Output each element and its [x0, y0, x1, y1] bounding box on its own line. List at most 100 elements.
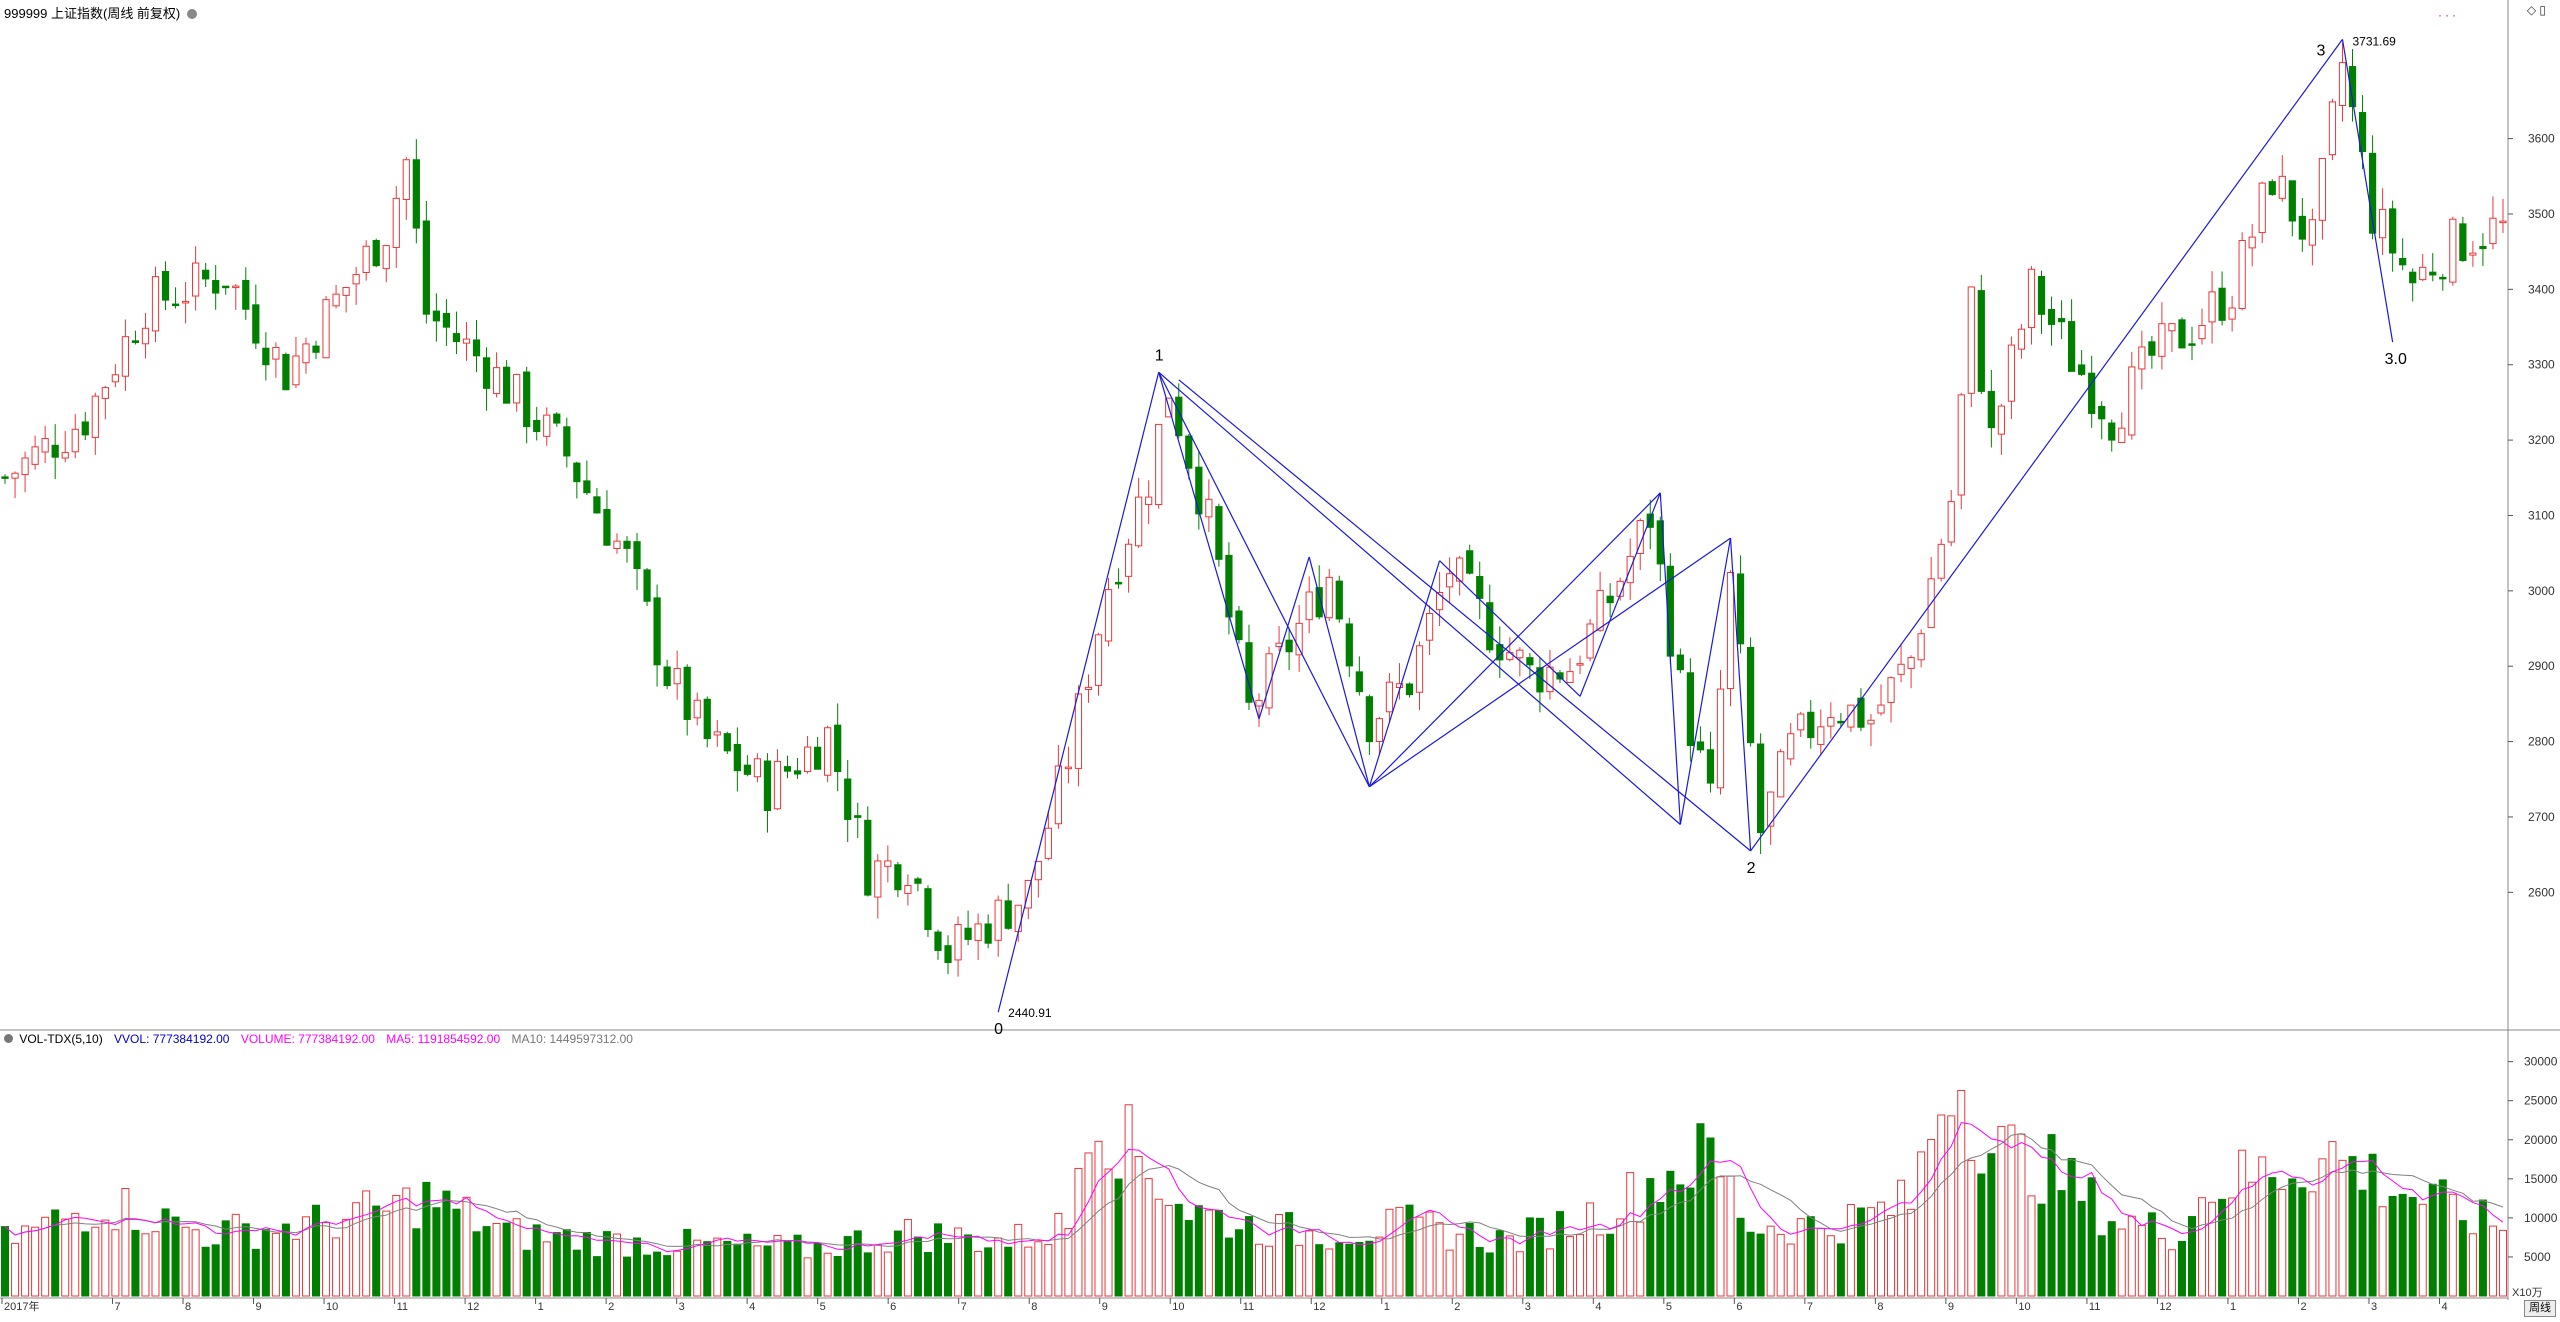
- candle-body: [151, 276, 160, 332]
- volume-bar: [1315, 1244, 1324, 1297]
- candle-body: [472, 339, 481, 357]
- time-tick-label: 12: [2159, 1301, 2171, 1313]
- volume-bar: [1064, 1228, 1073, 1297]
- volume-bar: [723, 1240, 732, 1297]
- volume-bar: [1856, 1207, 1865, 1297]
- volume-bar: [1616, 1218, 1625, 1297]
- candle-body: [141, 327, 150, 345]
- volume-bar: [1696, 1123, 1705, 1297]
- volume-bar: [81, 1231, 90, 1297]
- volume-bar: [2468, 1233, 2477, 1297]
- vol-ma5: MA5: 1191854592.00: [386, 1032, 501, 1046]
- candle-body: [2228, 307, 2236, 320]
- candle-body: [2459, 223, 2467, 261]
- candle-body: [31, 446, 39, 465]
- candle-body: [2389, 208, 2397, 254]
- candle-body: [1686, 672, 1695, 746]
- volume-bar: [1134, 1155, 1143, 1297]
- candle-body: [1857, 697, 1865, 728]
- volume-bar: [1385, 1208, 1394, 1297]
- candle-body: [2158, 323, 2166, 357]
- candle-body: [1847, 704, 1855, 728]
- volume-bar: [2157, 1237, 2166, 1297]
- volume-bar: [281, 1223, 290, 1297]
- candle-body: [573, 462, 581, 483]
- time-tick-label: 2017年: [4, 1299, 39, 1313]
- time-tick-label: 12: [467, 1301, 479, 1313]
- candle-body: [1967, 286, 1975, 394]
- candle-body: [2138, 346, 2146, 370]
- wave-line: [1158, 371, 1370, 788]
- period-tab[interactable]: 周线: [2524, 1300, 2556, 1317]
- candle-body: [2348, 66, 2357, 108]
- time-tick-label: 4: [2441, 1301, 2447, 1313]
- settings-icon[interactable]: [186, 9, 197, 19]
- volume-bar: [91, 1226, 100, 1297]
- volume-bar: [452, 1208, 461, 1297]
- volume-bar: [442, 1190, 451, 1297]
- wave-line: [1308, 556, 1370, 787]
- volume-bar: [1957, 1089, 1966, 1297]
- volume-bar: [2348, 1156, 2357, 1297]
- volume-bar: [2428, 1183, 2437, 1297]
- candle-body: [1265, 653, 1273, 709]
- candle-body: [1947, 501, 1955, 543]
- panel-icon[interactable]: ▯: [2539, 3, 2546, 17]
- candle-body: [2248, 236, 2256, 249]
- candle-body: [1235, 610, 1243, 641]
- price-tick-label: 3400: [2528, 282, 2555, 296]
- dots-icon[interactable]: ···: [2438, 8, 2459, 22]
- candle-body: [854, 815, 862, 818]
- wave-label-2: 2: [1747, 860, 1756, 877]
- volume-bar: [2398, 1193, 2407, 1297]
- volume-bar: [231, 1213, 240, 1297]
- candle-body: [723, 733, 731, 752]
- candle-body: [212, 280, 220, 294]
- volume-bar: [2198, 1197, 2207, 1297]
- volume-bar: [2218, 1198, 2227, 1297]
- candle-body: [2419, 266, 2427, 281]
- volume-bar: [2298, 1187, 2307, 1297]
- volume-bar: [1786, 1243, 1795, 1297]
- candle-body: [2489, 217, 2497, 245]
- candle-body: [803, 746, 812, 773]
- volume-bar: [1234, 1229, 1243, 1297]
- volume-bar: [572, 1249, 581, 1297]
- candle-body: [1797, 713, 1805, 731]
- price-tick-label: 3500: [2528, 207, 2555, 221]
- candle-body: [462, 338, 471, 344]
- volume-bar: [2007, 1124, 2016, 1297]
- candle-body: [2399, 257, 2407, 266]
- volume-bar: [1355, 1241, 1364, 1297]
- volume-bar: [1365, 1240, 1374, 1297]
- candle-body: [2479, 246, 2487, 250]
- gear-icon[interactable]: [4, 1034, 13, 1043]
- candle-body: [1777, 751, 1785, 798]
- volume-header: VOL-TDX(5,10) VVOL: 777384192.00 VOLUME:…: [4, 1032, 641, 1046]
- candle-body: [2128, 366, 2136, 436]
- candle-body: [1405, 683, 1414, 696]
- candle-body: [181, 300, 190, 304]
- diamond-icon[interactable]: ◇: [2526, 3, 2537, 17]
- vol-ma10: MA10: 1449597312.00: [511, 1032, 633, 1046]
- candle-body: [824, 727, 832, 776]
- volume-bar: [2268, 1177, 2277, 1297]
- volume-bar: [2248, 1181, 2257, 1297]
- volume-bar: [462, 1196, 471, 1297]
- candle-body: [533, 419, 541, 433]
- candle-body: [1556, 672, 1564, 680]
- volume-bar: [532, 1224, 541, 1297]
- volume-bar: [1154, 1198, 1163, 1297]
- time-tick-label: 10: [326, 1301, 338, 1313]
- volume-bar: [622, 1256, 632, 1297]
- candle-body: [1395, 683, 1404, 689]
- candle-body: [513, 373, 521, 404]
- candle-body: [1205, 498, 1213, 518]
- volume-bar: [923, 1251, 932, 1297]
- candle-body: [1365, 696, 1373, 743]
- volume-bar: [1345, 1243, 1354, 1297]
- candle-body: [964, 927, 972, 940]
- volume-bar: [61, 1218, 70, 1297]
